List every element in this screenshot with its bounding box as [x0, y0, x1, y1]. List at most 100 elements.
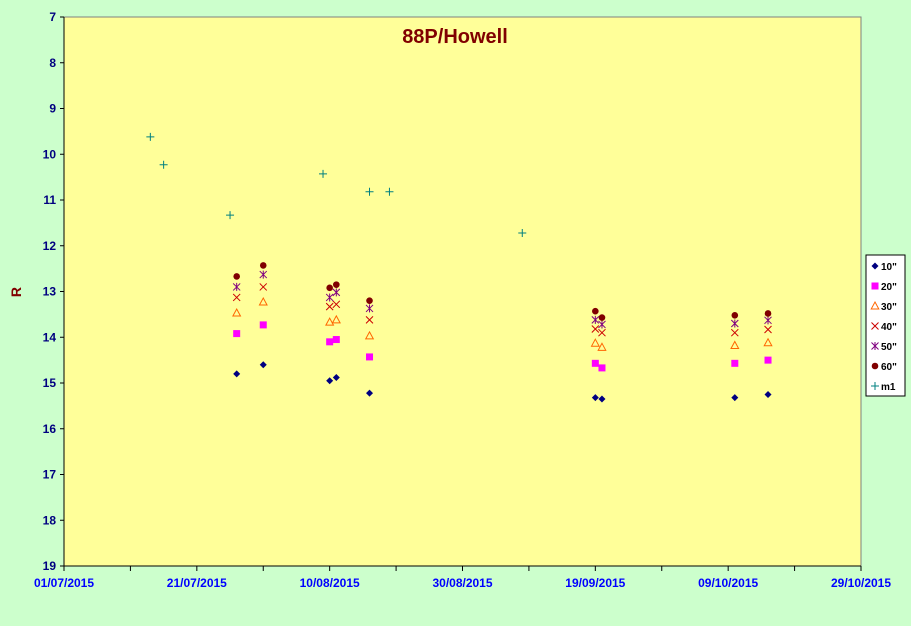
legend-marker: [871, 322, 879, 330]
data-point: [730, 340, 740, 349]
series-5: [233, 262, 772, 321]
data-point: [597, 342, 607, 351]
legend-marker: [870, 300, 880, 310]
y-tick-label: 18: [43, 513, 57, 527]
data-point: [591, 359, 599, 367]
y-tick-label: 14: [43, 330, 57, 344]
data-point: [232, 282, 241, 291]
legend-entry-label: 50": [881, 342, 897, 353]
data-point: [332, 288, 341, 297]
data-point: [598, 395, 606, 403]
data-point: [591, 394, 599, 402]
data-point: [365, 187, 374, 196]
legend-entry-label: m1: [881, 382, 896, 393]
data-point: [259, 321, 267, 329]
data-point: [731, 311, 739, 319]
data-point: [590, 338, 600, 347]
legend-marker: [871, 382, 879, 390]
y-tick-label: 9: [49, 102, 56, 116]
data-point: [366, 389, 374, 397]
data-point: [332, 300, 341, 309]
y-tick-label: 13: [43, 285, 57, 299]
data-point: [332, 374, 340, 382]
data-point: [763, 337, 773, 347]
data-point: [764, 310, 772, 317]
data-point: [146, 132, 155, 141]
data-point: [598, 328, 606, 337]
y-tick-label: 15: [43, 376, 57, 390]
data-point: [326, 377, 334, 385]
data-point: [332, 336, 340, 344]
data-point: [764, 390, 772, 398]
data-point: [730, 328, 739, 337]
legend-entry-label: 10": [881, 262, 897, 273]
y-tick-label: 17: [43, 468, 57, 482]
data-point: [731, 359, 739, 367]
x-tick-label: 10/08/2015: [300, 576, 360, 590]
legend-box: [865, 254, 906, 397]
data-point: [259, 283, 268, 291]
data-point: [764, 356, 772, 364]
legend-marker: [871, 262, 879, 270]
data-point: [764, 325, 772, 334]
data-point: [325, 302, 334, 311]
data-point: [232, 307, 242, 317]
chart-title: 88P/Howell: [402, 26, 508, 48]
data-point: [259, 262, 267, 269]
data-point: [319, 169, 328, 178]
data-point: [326, 284, 333, 292]
data-point: [366, 297, 373, 304]
axes-group: 7 8 9 10 11 12 13 14 15 16 17 18 19 01/07/2015 21/07/2…: [34, 10, 891, 590]
data-point: [591, 325, 600, 333]
data-point: [233, 370, 241, 378]
data-point: [331, 314, 341, 324]
series-0: [233, 361, 772, 403]
data-marks-group: [146, 132, 773, 403]
data-point: [333, 281, 340, 288]
y-tick-label: 19: [43, 559, 57, 573]
y-tick-label: 7: [49, 10, 56, 24]
data-point: [385, 187, 394, 196]
data-point: [592, 307, 599, 315]
y-tick-label: 11: [43, 193, 56, 207]
x-tick-label: 29/10/2015: [831, 576, 891, 590]
legend-entry-label: 60": [881, 362, 897, 373]
data-point: [233, 273, 240, 280]
data-point: [730, 319, 739, 328]
y-tick-label: 10: [43, 147, 57, 161]
x-tick-label: 09/10/2015: [698, 576, 758, 590]
data-point: [518, 228, 527, 237]
legend-marker: [871, 362, 879, 370]
legend-marker: [871, 282, 879, 290]
legend-entry-label: 20": [881, 282, 897, 293]
data-point: [364, 330, 375, 340]
legend: 10" 20" 30" 40" 50" 60" m1: [865, 254, 906, 397]
series-4: [232, 270, 772, 329]
data-point: [325, 293, 334, 302]
data-point: [764, 316, 772, 325]
data-point: [731, 394, 739, 402]
series-1: [233, 321, 772, 372]
data-point: [226, 211, 235, 220]
x-tick-label: 19/09/2015: [565, 576, 625, 590]
x-tick-label: 01/07/2015: [34, 576, 94, 590]
data-point: [325, 317, 335, 326]
data-point: [365, 304, 374, 313]
series-6: [146, 132, 527, 237]
data-point: [232, 293, 241, 302]
data-point: [366, 353, 374, 361]
data-point: [259, 270, 268, 279]
x-tick-label: 21/07/2015: [167, 576, 227, 590]
data-point: [233, 330, 241, 338]
y-axis-label: R: [8, 287, 24, 297]
data-point: [259, 361, 267, 369]
y-tick-label: 12: [43, 239, 57, 253]
data-point: [591, 315, 600, 324]
data-point: [326, 338, 334, 346]
series-2: [232, 296, 773, 351]
legend-marker: [871, 342, 879, 350]
y-tick-label: 8: [49, 56, 56, 70]
data-point: [598, 320, 606, 329]
data-point: [598, 364, 606, 372]
